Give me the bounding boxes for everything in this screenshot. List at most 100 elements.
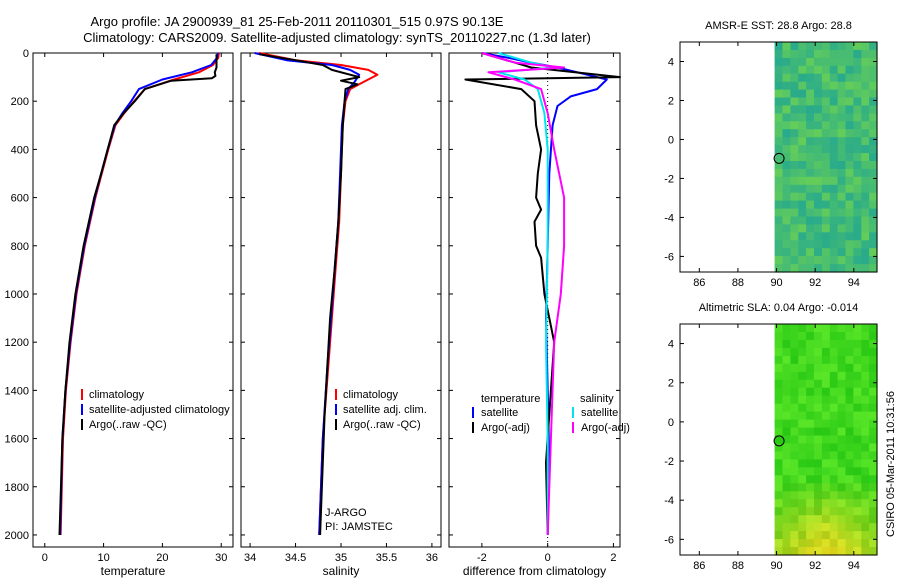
heatmap-cell [853,491,862,500]
heatmap-cell [798,145,807,154]
heatmap-cell [814,256,823,265]
heatmap-cell [821,232,831,241]
heatmap-cell [845,240,854,249]
heatmap-cell [806,403,815,413]
heatmap-cell [782,129,791,138]
heatmap-cell [814,129,823,138]
map-title: Altimetric SLA: 0.04 Argo: -0.014 [699,302,859,314]
heatmap-cell [829,137,839,146]
heatmap-cell [790,121,799,130]
heatmap-cell [774,435,784,445]
heatmap-cell [782,395,791,405]
heatmap-cell [845,89,854,99]
heatmap-cell [837,395,847,405]
heatmap-cell [798,355,807,365]
heatmap-cell [798,216,807,225]
legend-entry: Argo(-adj) [481,422,530,434]
heatmap-cell [869,467,878,476]
heatmap-cell [853,57,862,67]
heatmap-cell [798,531,807,540]
heatmap-cell [790,232,799,241]
heatmap-cell [861,427,870,437]
heatmap-cell [861,339,870,349]
heatmap-cell [861,539,870,548]
heatmap-cell [814,208,823,218]
heatmap-cell [837,121,847,130]
heatmap-cell [845,347,854,357]
heatmap-cell [821,153,831,162]
heatmap-cell [798,105,807,114]
plot-frame [448,52,621,548]
heatmap-cell [790,379,799,389]
heatmap-cell [837,467,847,476]
heatmap-cell [782,443,791,453]
heatmap-cell [782,145,791,154]
heatmap-cell [782,547,791,556]
heatmap-cell [774,539,784,548]
heatmap-cell [798,371,807,381]
heatmap-cell [845,256,854,265]
heatmap-cell [774,475,784,484]
heatmap-cell [861,224,870,233]
heatmap-cell [814,435,823,445]
heatmap-cell [845,105,854,114]
heatmap-cell [845,184,854,194]
heatmap-cell [845,97,854,106]
heatmap-cell [798,395,807,405]
heatmap-cell [814,176,823,186]
heatmap-cell [869,387,878,397]
heatmap-cell [829,264,839,273]
heatmap-cell [837,137,847,146]
heatmap-cell [861,121,870,130]
heatmap-cell [774,256,784,265]
heatmap-cell [861,65,870,75]
heatmap-cell [806,507,815,516]
heatmap-cell [829,49,839,59]
heatmap-cell [853,105,862,114]
heatmap-cell [821,339,831,349]
heatmap-cell [845,459,854,468]
x-tick-label: 2 [610,552,616,564]
heatmap-cell [790,451,799,460]
heatmap-cell [829,395,839,405]
heatmap-cell [798,507,807,516]
heatmap-cell [821,363,831,373]
heatmap-cell [861,523,870,532]
heatmap-cell [798,42,807,51]
heatmap-cell [782,192,791,202]
heatmap-cell [790,57,799,67]
heatmap-cell [837,435,847,445]
heatmap-cell [837,264,847,273]
heatmap-cell [821,57,831,67]
heatmap-cell [845,113,854,122]
heatmap-cell [774,184,784,194]
y-tick-label: 0 [23,48,29,60]
heatmap-cell [798,411,807,421]
heatmap-cell [814,232,823,241]
heatmap-cell [790,97,799,106]
heatmap-cell [853,42,862,51]
y-tick-label: -6 [664,534,674,546]
heatmap-cell [837,531,847,540]
heatmap-cell [814,467,823,476]
heatmap-cell [798,49,807,59]
annotation-pi: PI: JAMSTEC [325,521,393,533]
heatmap-cell [806,539,815,548]
heatmap-cell [798,475,807,484]
heatmap-cell [829,332,839,341]
heatmap-cell [790,176,799,186]
y-tick-label: 1400 [5,385,29,397]
heatmap-cell [869,339,878,349]
heatmap-cell [829,387,839,397]
heatmap-cell [806,89,815,99]
heatmap-cell [806,347,815,357]
heatmap-cell [782,467,791,476]
heatmap-cell [774,515,784,524]
heatmap-cell [829,339,839,349]
heatmap-cell [829,515,839,524]
heatmap-cell [861,499,870,508]
heatmap-cell [782,137,791,146]
heatmap-cell [798,57,807,67]
heatmap-cell [821,419,831,429]
heatmap-cell [861,168,870,178]
